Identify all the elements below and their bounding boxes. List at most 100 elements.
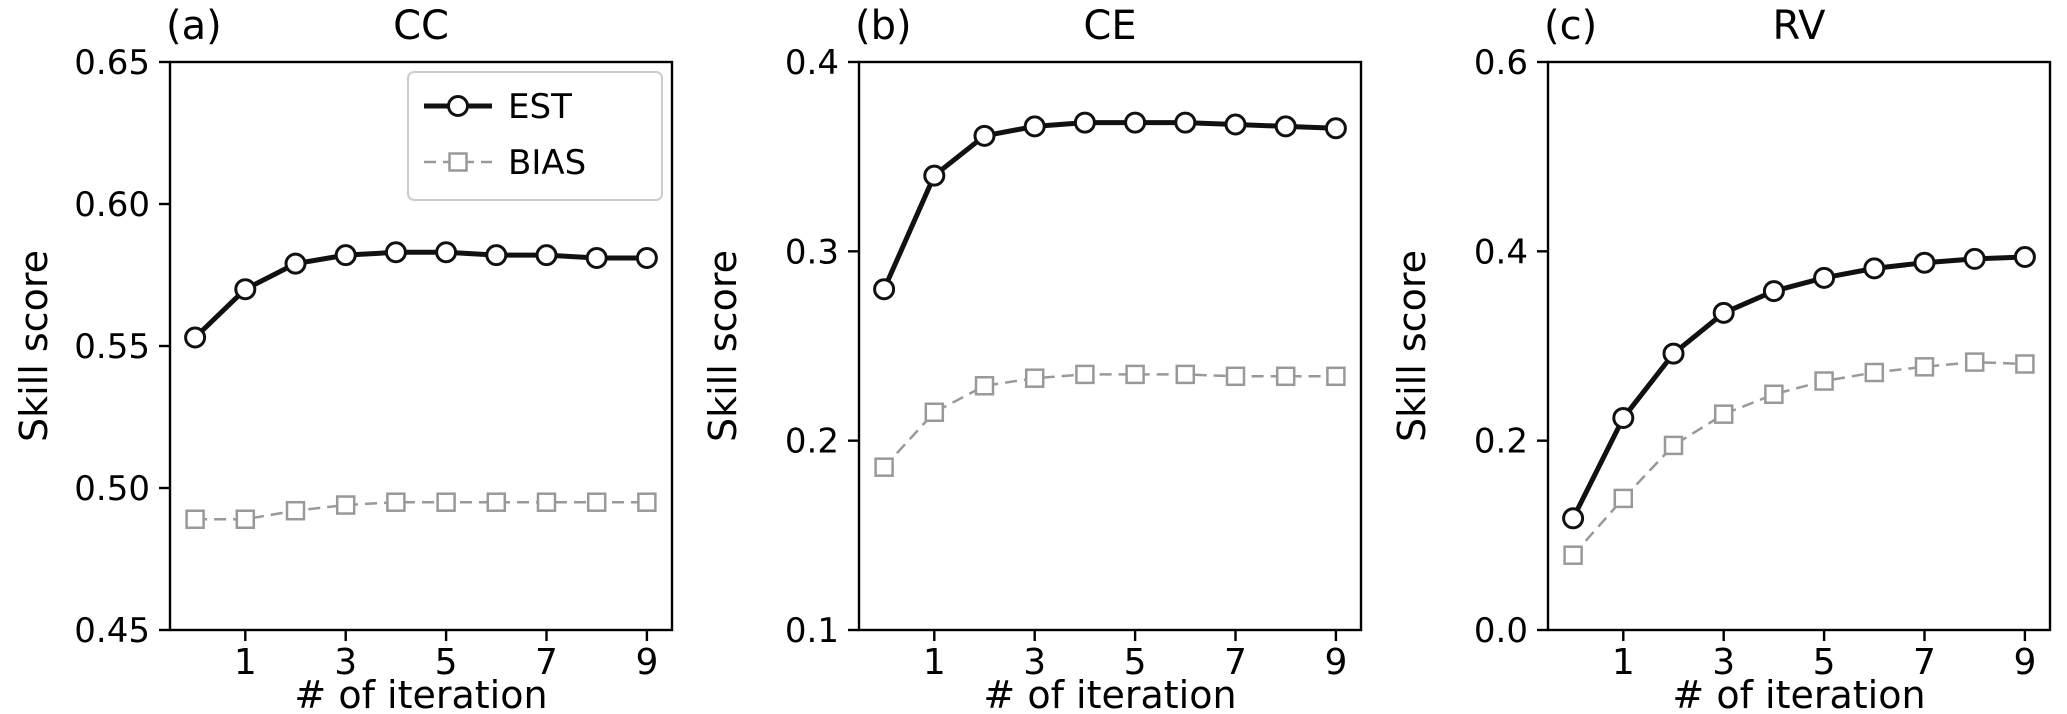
panel-cc: (a) CC Skill score # of iteration 0.45 0.…	[0, 0, 689, 714]
bias-marker	[1175, 364, 1196, 385]
legend-label: EST	[508, 87, 572, 127]
panel-b-plot: 0.1 0.2 0.3 0.4 1 3 5 7 9	[785, 43, 1363, 683]
bias-marker	[1663, 435, 1684, 456]
est-marker	[384, 241, 407, 264]
est-marker	[1174, 111, 1197, 134]
est-marker	[1073, 111, 1096, 134]
est-marker	[535, 244, 558, 267]
panel-a-x-axis-label: # of iteration	[294, 673, 548, 714]
y-tick-label: 0.50	[74, 469, 150, 509]
bias-marker	[1864, 362, 1885, 383]
bias-marker	[974, 376, 995, 396]
bias-marker	[1964, 352, 1985, 372]
y-tick-label: 0.4	[785, 43, 839, 83]
x-tick-label: 3	[1712, 642, 1735, 683]
bias-marker	[235, 509, 256, 529]
x-tick-label: 9	[1324, 642, 1347, 683]
bias-line	[883, 373, 1336, 469]
est-marker	[1324, 117, 1347, 140]
y-tick-label: 0.3	[785, 232, 839, 272]
panel-c-title: RV	[1772, 3, 1826, 49]
panel-c-x-axis-label: # of iteration	[1672, 673, 1926, 714]
est-line	[193, 249, 647, 340]
bias-marker	[2015, 354, 2035, 374]
legend-label: BIAS	[508, 143, 586, 183]
x-tick-label: 3	[1023, 642, 1046, 683]
bias-marker	[637, 492, 657, 512]
bias-marker	[1075, 364, 1095, 385]
est-marker	[284, 252, 307, 275]
bias-marker	[1225, 366, 1246, 387]
panel-a-label: (a)	[166, 3, 222, 49]
est-marker	[1124, 111, 1147, 134]
y-tick-label: 0.2	[1474, 422, 1528, 462]
bias-marker	[1275, 366, 1296, 387]
bias-marker	[924, 402, 945, 423]
bias-marker	[1713, 404, 1734, 424]
legend-bias-marker	[448, 152, 468, 172]
est-marker	[1224, 113, 1247, 136]
x-tick-label: 5	[435, 642, 458, 683]
est-marker	[1612, 406, 1635, 429]
bias-marker	[1125, 364, 1145, 385]
y-tick-label: 0.6	[1474, 43, 1528, 83]
bias-marker	[1326, 366, 1346, 387]
bias-marker	[1814, 371, 1834, 391]
est-marker	[1913, 251, 1936, 274]
x-tick-label: 1	[923, 642, 946, 683]
y-tick-label: 0.65	[74, 43, 150, 83]
y-tick-label: 0.1	[785, 611, 839, 651]
panel-c-label: (c)	[1544, 3, 1598, 49]
x-tick-label: 7	[1224, 642, 1247, 683]
panel-b-title: CE	[1083, 3, 1137, 49]
x-tick-label: 7	[535, 642, 558, 683]
bias-line	[1572, 360, 2025, 557]
bias-marker	[1563, 545, 1583, 565]
est-marker	[635, 246, 658, 269]
panel-rv: (c) RV Skill score # of iteration 0.0 0.2…	[1378, 0, 2067, 714]
bias-marker	[436, 492, 456, 512]
est-marker	[2013, 246, 2036, 269]
est-marker	[973, 124, 996, 147]
panel-b-x-axis-label: # of iteration	[983, 673, 1237, 714]
est-marker	[334, 244, 357, 267]
est-marker	[234, 278, 257, 301]
est-marker	[1562, 507, 1585, 530]
bias-marker	[335, 495, 356, 515]
x-tick-label: 3	[334, 642, 357, 683]
bias-marker	[285, 500, 306, 521]
legend-est-marker	[447, 95, 469, 117]
est-marker	[1023, 115, 1046, 138]
x-tick-label: 5	[1813, 642, 1836, 683]
x-tick-label: 7	[1913, 642, 1936, 683]
y-tick-label: 0.55	[74, 327, 150, 367]
panel-a-plot: 0.45 0.50 0.55 0.60 0.65 1 3 5 7 9 EST BIAS	[74, 43, 674, 683]
axes-box	[857, 60, 1363, 632]
bias-marker	[1024, 368, 1045, 388]
x-tick-label: 5	[1124, 642, 1147, 683]
y-tick-label: 0.2	[785, 422, 839, 462]
x-tick-label: 1	[1612, 642, 1635, 683]
est-marker	[585, 246, 608, 269]
y-tick-label: 0.4	[1474, 232, 1528, 272]
axes-box	[1546, 60, 2052, 632]
bias-marker	[386, 492, 406, 512]
est-marker	[1963, 247, 1986, 270]
bias-marker	[1914, 357, 1935, 377]
bias-marker	[486, 492, 507, 512]
x-tick-label: 9	[635, 642, 658, 683]
axes-box	[168, 60, 674, 632]
bias-marker	[185, 509, 205, 529]
panel-ce: (b) CE Skill score # of iteration 0.1 0.2…	[689, 0, 1378, 714]
est-marker	[1712, 301, 1735, 324]
bias-marker	[536, 492, 557, 512]
est-marker	[923, 164, 946, 187]
est-marker	[184, 326, 207, 349]
y-tick-label: 0.45	[74, 611, 150, 651]
est-marker	[435, 241, 458, 264]
est-marker	[1813, 266, 1836, 289]
x-tick-label: 1	[234, 642, 257, 683]
est-line	[881, 120, 1336, 291]
panel-b-label: (b)	[855, 3, 912, 49]
